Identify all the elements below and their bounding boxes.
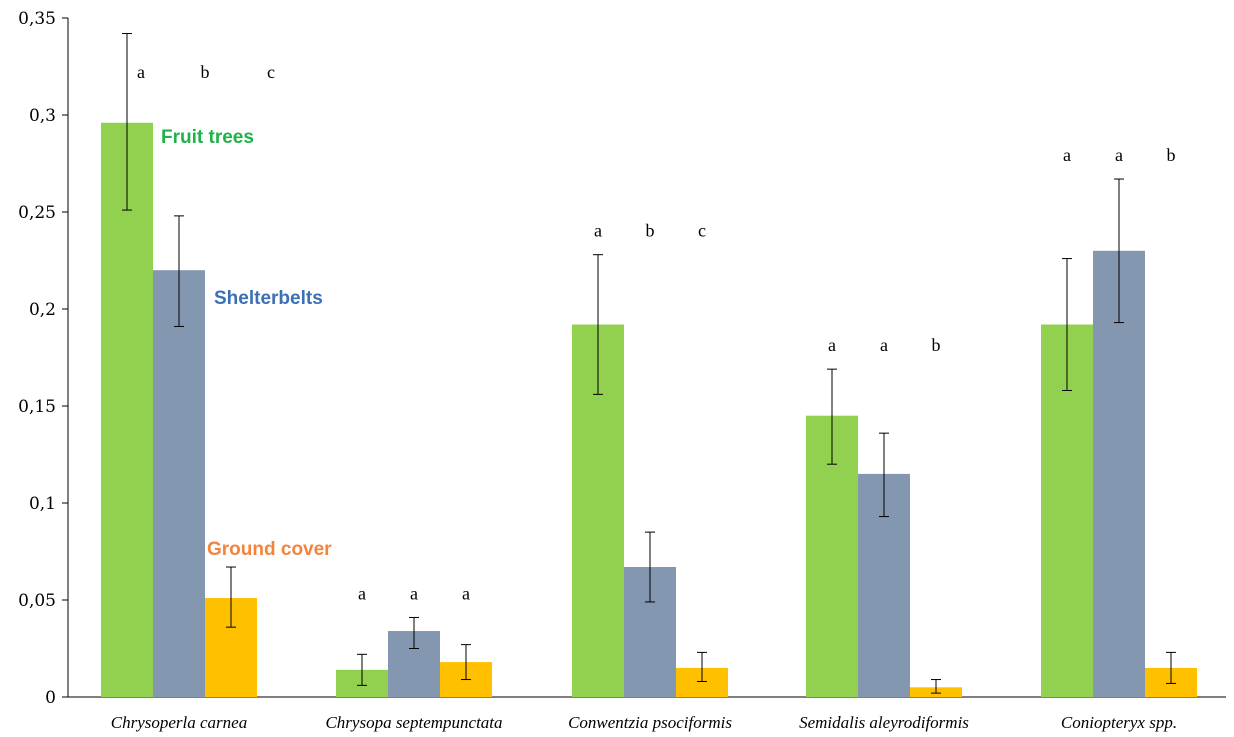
bar: [153, 270, 205, 697]
significance-letter: a: [462, 583, 470, 603]
significance-letter: c: [698, 221, 706, 241]
significance-letter: a: [828, 335, 836, 355]
y-tick-label: 0: [45, 688, 56, 708]
y-tick-label: 0,3: [29, 106, 56, 126]
category-label: Coniopteryx spp.: [1061, 713, 1177, 732]
significance-letter: b: [1167, 145, 1176, 165]
series-labels: Fruit trees Shelterbelts Ground cover: [161, 127, 332, 560]
significance-letter: a: [594, 221, 602, 241]
significance-letter: a: [358, 583, 366, 603]
series-label: Ground cover: [207, 539, 332, 560]
y-tick-label: 0,05: [18, 591, 56, 611]
significance-letter: b: [932, 335, 941, 355]
significance-letter: a: [1115, 145, 1123, 165]
category-label: Chrysopa septempunctata: [325, 713, 502, 732]
y-tick-label: 0,35: [18, 9, 56, 29]
y-tick-label: 0,2: [29, 300, 56, 320]
series-label: Fruit trees: [161, 127, 254, 148]
significance-letter: a: [880, 335, 888, 355]
error-bars: [122, 33, 1176, 694]
series-label: Shelterbelts: [214, 288, 323, 309]
bar: [1093, 250, 1145, 698]
significance-letter: a: [1063, 145, 1071, 165]
bar: [101, 122, 153, 697]
category-label: Chrysoperla carnea: [111, 713, 247, 732]
bars: [101, 122, 1197, 698]
significance-letter: a: [137, 62, 145, 82]
category-label: Semidalis aleyrodiformis: [799, 713, 969, 732]
significance-letter: b: [646, 221, 655, 241]
significance-letters: a b c a a a a b c a a b a a b: [137, 62, 1176, 603]
y-tick-label: 0,25: [18, 203, 56, 223]
axes: 0 0,05 0,1 0,15 0,2 0,25 0,3 0,35: [18, 9, 1226, 708]
y-tick-label: 0,15: [18, 397, 56, 417]
significance-letter: c: [267, 62, 275, 82]
category-labels: Chrysoperla carnea Chrysopa septempunctat…: [111, 713, 1177, 732]
y-tick-label: 0,1: [29, 494, 56, 514]
significance-letter: a: [410, 583, 418, 603]
category-label: Conwentzia psociformis: [568, 713, 732, 732]
significance-letter: b: [201, 62, 210, 82]
